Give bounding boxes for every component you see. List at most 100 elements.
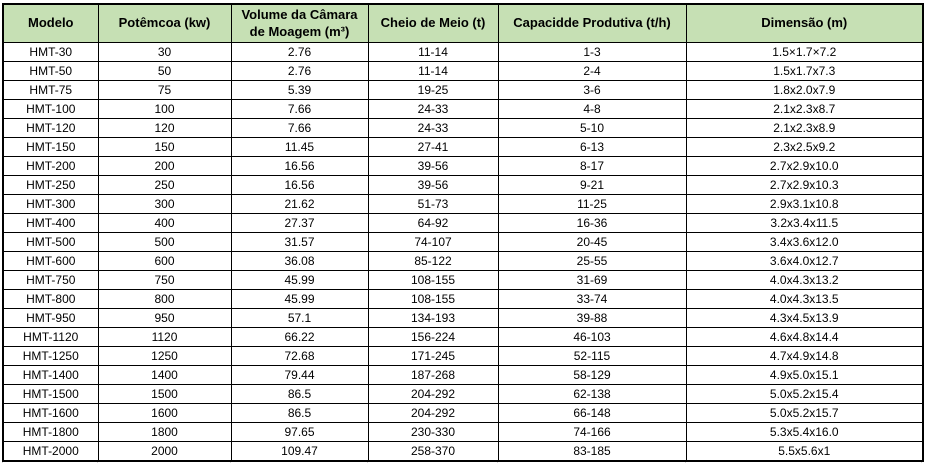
cell-capacidade: 46-103 — [497, 327, 687, 347]
cell-cheio-meio: 230-330 — [367, 422, 499, 442]
cell-potencia: 100 — [97, 99, 232, 119]
cell-dimensao: 2.1x2.3x8.9 — [685, 118, 924, 138]
cell-volume: 7.66 — [230, 99, 369, 119]
cell-cheio-meio: 258-370 — [367, 441, 499, 461]
table-row: HMT-120 120 7.66 24-33 5-10 2.1x2.3x8.9 — [2, 118, 924, 138]
cell-capacidade: 2-4 — [497, 61, 687, 81]
table-row: HMT-100 100 7.66 24-33 4-8 2.1x2.3x8.7 — [2, 99, 924, 119]
cell-potencia: 250 — [97, 175, 232, 195]
cell-dimensao: 5.3x5.4x16.0 — [685, 422, 924, 442]
cell-modelo: HMT-150 — [2, 137, 99, 157]
table-row: HMT-150 150 11.45 27-41 6-13 2.3x2.5x9.2 — [2, 137, 924, 157]
cell-potencia: 400 — [97, 213, 232, 233]
cell-capacidade: 62-138 — [497, 384, 687, 404]
cell-volume: 11.45 — [230, 137, 369, 157]
cell-potencia: 1250 — [97, 346, 232, 366]
cell-volume: 2.76 — [230, 42, 369, 62]
cell-capacidade: 1-3 — [497, 42, 687, 62]
cell-modelo: HMT-75 — [2, 80, 99, 100]
cell-cheio-meio: 11-14 — [367, 42, 499, 62]
table-row: HMT-750 750 45.99 108-155 31-69 4.0x4.3x… — [2, 270, 924, 290]
cell-modelo: HMT-50 — [2, 61, 99, 81]
table-row: HMT-30 30 2.76 11-14 1-3 1.5×1.7×7.2 — [2, 42, 924, 62]
cell-capacidade: 5-10 — [497, 118, 687, 138]
cell-volume: 66.22 — [230, 327, 369, 347]
cell-volume: 97.65 — [230, 422, 369, 442]
cell-modelo: HMT-1120 — [2, 327, 99, 347]
table-row: HMT-1500 1500 86.5 204-292 62-138 5.0x5.… — [2, 384, 924, 404]
cell-dimensao: 5.0x5.2x15.4 — [685, 384, 924, 404]
cell-dimensao: 3.4x3.6x12.0 — [685, 232, 924, 252]
cell-capacidade: 33-74 — [497, 289, 687, 309]
cell-cheio-meio: 64-92 — [367, 213, 499, 233]
cell-modelo: HMT-200 — [2, 156, 99, 176]
table-row: HMT-1400 1400 79.44 187-268 58-129 4.9x5… — [2, 365, 924, 385]
cell-volume: 31.57 — [230, 232, 369, 252]
cell-potencia: 75 — [97, 80, 232, 100]
cell-dimensao: 5.0x5.2x15.7 — [685, 403, 924, 423]
cell-cheio-meio: 74-107 — [367, 232, 499, 252]
cell-dimensao: 1.8x2.0x7.9 — [685, 80, 924, 100]
cell-potencia: 120 — [97, 118, 232, 138]
cell-dimensao: 1.5×1.7×7.2 — [685, 42, 924, 62]
cell-volume: 7.66 — [230, 118, 369, 138]
cell-modelo: HMT-750 — [2, 270, 99, 290]
cell-modelo: HMT-2000 — [2, 441, 99, 461]
cell-dimensao: 3.6x4.0x12.7 — [685, 251, 924, 271]
cell-volume: 2.76 — [230, 61, 369, 81]
table-row: HMT-300 300 21.62 51-73 11-25 2.9x3.1x10… — [2, 194, 924, 214]
cell-capacidade: 8-17 — [497, 156, 687, 176]
cell-volume: 72.68 — [230, 346, 369, 366]
table-row: HMT-75 75 5.39 19-25 3-6 1.8x2.0x7.9 — [2, 80, 924, 100]
cell-capacidade: 58-129 — [497, 365, 687, 385]
table-row: HMT-1800 1800 97.65 230-330 74-166 5.3x5… — [2, 422, 924, 442]
table-body: HMT-30 30 2.76 11-14 1-3 1.5×1.7×7.2 HMT… — [2, 42, 924, 461]
cell-capacidade: 16-36 — [497, 213, 687, 233]
cell-potencia: 950 — [97, 308, 232, 328]
cell-modelo: HMT-1400 — [2, 365, 99, 385]
cell-modelo: HMT-100 — [2, 99, 99, 119]
cell-volume: 36.08 — [230, 251, 369, 271]
table-row: HMT-800 800 45.99 108-155 33-74 4.0x4.3x… — [2, 289, 924, 309]
cell-modelo: HMT-1800 — [2, 422, 99, 442]
cell-capacidade: 20-45 — [497, 232, 687, 252]
cell-dimensao: 4.7x4.9x14.8 — [685, 346, 924, 366]
cell-capacidade: 31-69 — [497, 270, 687, 290]
column-header-modelo: Modelo — [2, 3, 99, 43]
cell-modelo: HMT-400 — [2, 213, 99, 233]
cell-potencia: 30 — [97, 42, 232, 62]
column-header-capacidade: Capacidde Produtiva (t/h) — [497, 3, 687, 43]
table-row: HMT-950 950 57.1 134-193 39-88 4.3x4.5x1… — [2, 308, 924, 328]
table-row: HMT-500 500 31.57 74-107 20-45 3.4x3.6x1… — [2, 232, 924, 252]
cell-cheio-meio: 108-155 — [367, 289, 499, 309]
cell-volume: 45.99 — [230, 270, 369, 290]
cell-dimensao: 2.9x3.1x10.8 — [685, 194, 924, 214]
cell-potencia: 150 — [97, 137, 232, 157]
cell-capacidade: 74-166 — [497, 422, 687, 442]
spec-table: Modelo Potêmcoa (kw) Volume da Câmara de… — [2, 3, 924, 462]
cell-dimensao: 2.3x2.5x9.2 — [685, 137, 924, 157]
cell-dimensao: 4.6x4.8x14.4 — [685, 327, 924, 347]
cell-dimensao: 3.2x3.4x11.5 — [685, 213, 924, 233]
cell-volume: 79.44 — [230, 365, 369, 385]
cell-potencia: 1600 — [97, 403, 232, 423]
cell-modelo: HMT-250 — [2, 175, 99, 195]
cell-dimensao: 4.9x5.0x15.1 — [685, 365, 924, 385]
cell-modelo: HMT-950 — [2, 308, 99, 328]
cell-volume: 109.47 — [230, 441, 369, 461]
table-row: HMT-1600 1600 86.5 204-292 66-148 5.0x5.… — [2, 403, 924, 423]
table-row: HMT-400 400 27.37 64-92 16-36 3.2x3.4x11… — [2, 213, 924, 233]
cell-modelo: HMT-800 — [2, 289, 99, 309]
cell-volume: 21.62 — [230, 194, 369, 214]
cell-modelo: HMT-500 — [2, 232, 99, 252]
cell-potencia: 50 — [97, 61, 232, 81]
cell-modelo: HMT-600 — [2, 251, 99, 271]
cell-dimensao: 2.1x2.3x8.7 — [685, 99, 924, 119]
cell-dimensao: 1.5x1.7x7.3 — [685, 61, 924, 81]
column-header-cheio-meio: Cheio de Meio (t) — [367, 3, 499, 43]
cell-volume: 57.1 — [230, 308, 369, 328]
cell-potencia: 200 — [97, 156, 232, 176]
table-row: HMT-50 50 2.76 11-14 2-4 1.5x1.7x7.3 — [2, 61, 924, 81]
table-header: Modelo Potêmcoa (kw) Volume da Câmara de… — [2, 3, 924, 43]
